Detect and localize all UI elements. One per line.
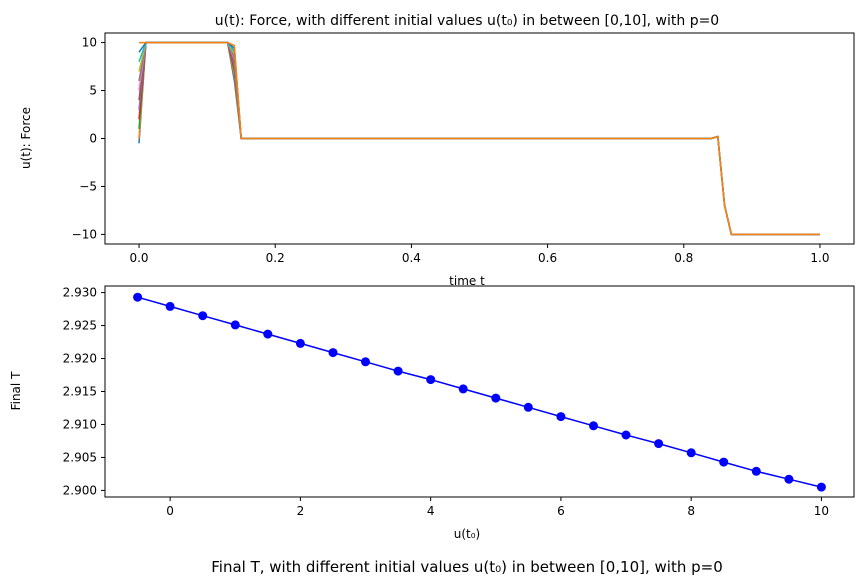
bottom-chart-data-point [523,402,533,412]
bottom-chart-data-point [133,292,143,302]
bottom-chart-data-point [686,448,696,458]
top-chart-x-tick-label: 0.6 [538,251,557,265]
top-chart-x-tick-label: 0.2 [266,251,285,265]
bottom-chart-data-point [784,474,794,484]
bottom-chart-y-tick-label: 2.900 [63,483,97,497]
bottom-chart-data-point [426,375,436,385]
bottom-chart-data-point [556,412,566,422]
top-chart-series-line [139,41,820,236]
bottom-chart-data-point [165,301,175,311]
top-chart-y-tick-label: −10 [72,227,97,241]
bottom-chart-data-point [198,311,208,321]
bottom-chart-data-point [458,384,468,394]
top-chart-y-axis-label: u(t): Force [19,107,33,169]
bottom-chart-x-axis-label: u(t₀) [454,527,480,541]
bottom-chart-data-point [328,348,338,358]
bottom-chart-y-tick-label: 2.920 [63,352,97,366]
bottom-chart-data-point [719,457,729,467]
bottom-chart-x-tick-label: 6 [557,504,565,518]
bottom-chart-data-point [230,320,240,330]
bottom-chart-series-group [133,292,826,492]
top-chart-series-group [138,41,820,236]
top-chart-x-ticks: 0.0 0.2 0.4 0.6 0.8 1.0 [129,244,830,265]
top-chart-x-tick-label: 0.8 [674,251,693,265]
bottom-chart-x-tick-label: 2 [297,504,305,518]
bottom-chart-axes-frame [104,285,855,498]
bottom-chart-data-point [295,338,305,348]
bottom-chart-x-tick-label: 4 [427,504,435,518]
bottom-chart-x-tick-label: 10 [814,504,829,518]
bottom-chart-data-point [491,393,501,403]
bottom-chart-x-ticks: 0 2 4 6 8 10 [166,497,829,518]
top-chart: u(t): Force, with different initial valu… [19,13,855,288]
bottom-chart-data-point [589,421,598,431]
top-chart-y-tick-label: 5 [89,84,97,98]
bottom-chart-y-axis-label: Final T [9,371,23,410]
bottom-chart-x-tick-label: 8 [687,504,695,518]
bottom-chart-data-point [393,366,403,376]
bottom-chart-x-tick-label: 0 [166,504,174,518]
bottom-chart-data-point [816,482,826,492]
bottom-chart-data-point [621,430,631,440]
bottom-chart-y-tick-label: 2.915 [63,385,97,399]
bottom-chart-data-point [263,329,273,339]
top-chart-title: u(t): Force, with different initial valu… [215,13,719,29]
bottom-chart-data-point [654,439,664,449]
bottom-chart-data-point [751,466,761,476]
top-chart-x-axis-label: time t [449,274,485,288]
bottom-chart-y-tick-label: 2.905 [63,450,97,464]
top-chart-y-tick-label: 0 [89,132,97,146]
top-chart-x-tick-label: 1.0 [810,251,829,265]
top-chart-y-tick-label: −5 [79,179,97,193]
bottom-chart-y-ticks: 2.930 2.925 2.920 2.915 2.910 2.905 2.900 [63,286,105,497]
bottom-chart-data-point [361,357,370,367]
top-chart-x-tick-label: 0.0 [129,251,148,265]
top-chart-y-ticks: 10 5 0 −5 −10 [72,36,105,241]
bottom-chart-y-tick-label: 2.930 [63,286,97,300]
top-chart-x-tick-label: 0.4 [402,251,421,265]
bottom-chart-y-tick-label: 2.910 [63,417,97,431]
bottom-chart-series-line [137,296,822,488]
bottom-chart: 0 2 4 6 8 10 2.9302.9252.9202.9152.9102.9052.… [9,285,855,576]
bottom-chart-caption: Final T, with different initial values u… [211,558,723,576]
bottom-chart-y-tick-label: 2.925 [63,319,97,333]
top-chart-y-tick-label: 10 [82,36,97,50]
